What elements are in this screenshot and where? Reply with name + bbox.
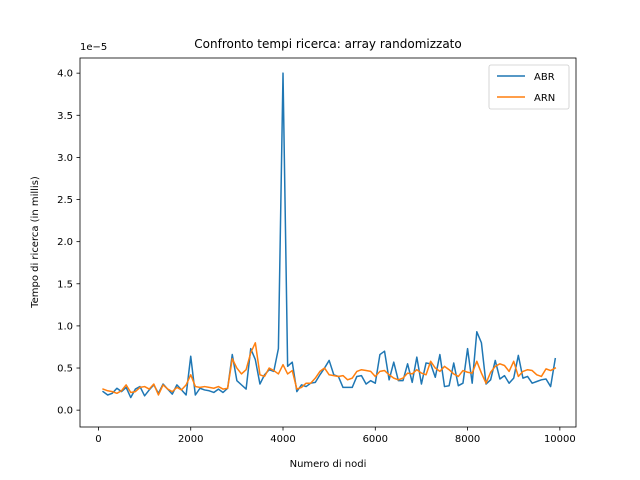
legend: ABR ARN	[488, 64, 570, 110]
legend-label-arn: ARN	[534, 93, 555, 104]
y-tick-label: 2.0	[57, 237, 73, 248]
legend-label-abr: ABR	[534, 72, 555, 83]
plot-area: 0 2000 4000 6000 8000 10000 0.0 0.5 1.0 1.5 2.0 2.5…	[57, 57, 577, 445]
y-tick-label: 3.0	[57, 153, 73, 164]
x-tick-label: 6000	[363, 434, 388, 445]
y-axis-offset-label: 1e−5	[80, 42, 107, 53]
axes-frame	[79, 57, 577, 428]
y-axis-label: Tempo di ricerca (in millis)	[30, 176, 41, 309]
chart-title: Confronto tempi ricerca: array randomizz…	[194, 37, 461, 51]
y-tick-label: 1.5	[57, 279, 73, 290]
y-tick-label: 1.0	[57, 321, 73, 332]
y-tick-label: 4.0	[57, 69, 73, 80]
x-axis-label: Numero di nodi	[290, 459, 367, 470]
x-tick-label: 4000	[270, 434, 295, 445]
legend-box	[488, 64, 570, 110]
y-tick-label: 3.5	[57, 111, 73, 122]
x-tick-label: 0	[95, 434, 101, 445]
series-line-arn	[102, 342, 557, 396]
y-tick-label: 2.5	[57, 195, 73, 206]
x-tick-label: 10000	[544, 434, 576, 445]
x-tick-label: 8000	[455, 434, 480, 445]
y-tick-label: 0.0	[57, 406, 73, 417]
y-tick-label: 0.5	[57, 364, 73, 375]
series-line-abr	[102, 72, 557, 399]
x-tick-label: 2000	[178, 434, 203, 445]
